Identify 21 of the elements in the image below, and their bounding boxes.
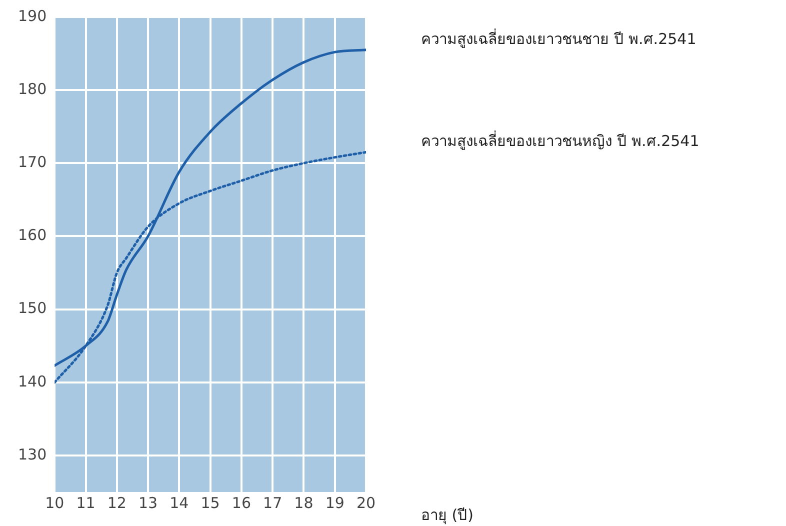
x-tick-label: 12 [107,494,126,512]
text: ความสูงเฉลี่ยของเยาวชนหญิง ปี พ.ศ.2541 [421,130,700,150]
x-tick-label: 16 [232,494,251,512]
x-tick-label: 10 [45,494,64,512]
y-tick-label: 150 [18,299,47,318]
y-tick-label: 130 [18,445,47,464]
y-tick-label: 170 [18,153,47,172]
y-tick-label: 140 [18,372,47,390]
y-tick-label: 180 [18,80,47,98]
x-tick-label: 14 [170,494,189,512]
text: ความสูงเฉลี่ยของเยาวชนชาย ปี พ.ศ.2541 [421,28,696,48]
x-tick-label: 20 [356,494,376,512]
x-axis-title: อายุ (ปี) [421,506,474,525]
x-tick-label: 19 [325,494,344,512]
y-tick-label: 160 [18,226,47,244]
x-tick-label: 13 [138,494,158,512]
y-tick-label: 190 [18,6,47,25]
x-tick-label: 15 [200,494,220,512]
x-tick-label: 18 [294,494,314,512]
x-tick-label: 17 [263,494,282,512]
x-tick-label: 11 [76,494,96,512]
